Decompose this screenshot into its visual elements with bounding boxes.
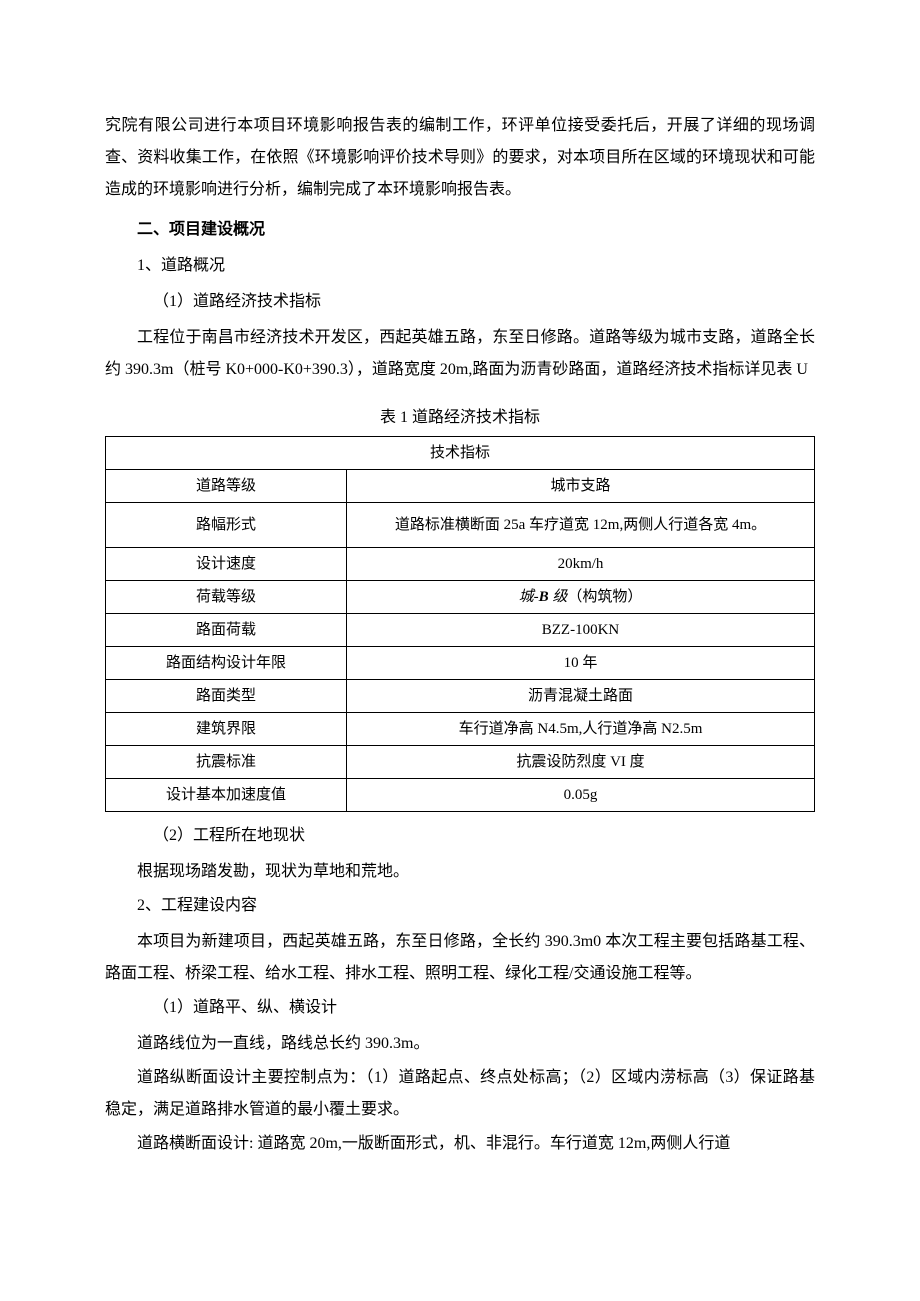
table-cell-value: BZZ-100KN (347, 614, 815, 647)
table-cell-value: 道路标准横断面 25a 车疗道宽 12m,两侧人行道各宽 4m。 (347, 503, 815, 548)
table-cell-value: 10 年 (347, 647, 815, 680)
sub-1-2: （2）工程所在地现状 (105, 820, 815, 852)
table-cell-label: 道路等级 (106, 470, 347, 503)
table-cell-value: 城市支路 (347, 470, 815, 503)
table-header-row: 技术指标 (106, 437, 815, 470)
table-cell-label: 建筑界限 (106, 713, 347, 746)
table-row: 路面荷载BZZ-100KN (106, 614, 815, 647)
table-cell-label: 路面类型 (106, 680, 347, 713)
table-cell-label: 路面荷载 (106, 614, 347, 647)
paragraph-road-desc: 工程位于南昌市经济技术开发区，西起英雄五路，东至日修路。道路等级为城市支路，道路… (105, 322, 815, 386)
paragraph-intro: 究院有限公司进行本项目环境影响报告表的编制工作，环评单位接受委托后，开展了详细的… (105, 110, 815, 206)
table-cell-value: 抗震设防烈度 VI 度 (347, 746, 815, 779)
table-row: 设计速度20km/h (106, 548, 815, 581)
table-row: 荷载等级城-B 级（构筑物） (106, 581, 815, 614)
paragraph-alignment: 道路线位为一直线，路线总长约 390.3m。 (105, 1028, 815, 1060)
table-cell-label: 路面结构设计年限 (106, 647, 347, 680)
table-cell-value: 0.05g (347, 779, 815, 812)
heading-section-2: 二、项目建设概况 (105, 214, 815, 246)
paragraph-cross-section: 道路横断面设计: 道路宽 20m,一版断面形式，机、非混行。车行道宽 12m,两… (105, 1128, 815, 1160)
table-row: 路面类型沥青混凝土路面 (106, 680, 815, 713)
table-header-cell: 技术指标 (106, 437, 815, 470)
table-row: 抗震标准抗震设防烈度 VI 度 (106, 746, 815, 779)
table-caption: 表 1 道路经济技术指标 (105, 402, 815, 434)
table-row: 建筑界限车行道净高 N4.5m,人行道净高 N2.5m (106, 713, 815, 746)
table-row: 路面结构设计年限10 年 (106, 647, 815, 680)
table-cell-label: 荷载等级 (106, 581, 347, 614)
table-cell-value: 城-B 级（构筑物） (347, 581, 815, 614)
table-cell-label: 设计基本加速度值 (106, 779, 347, 812)
sub-2-1: （1）道路平、纵、横设计 (105, 992, 815, 1024)
table-cell-label: 抗震标准 (106, 746, 347, 779)
table-cell-label: 设计速度 (106, 548, 347, 581)
paragraph-vertical: 道路纵断面设计主要控制点为：（1）道路起点、终点处标高；（2）区域内涝标高（3）… (105, 1062, 815, 1126)
table-cell-value: 沥青混凝土路面 (347, 680, 815, 713)
paragraph-site-status: 根据现场踏发勘，现状为草地和荒地。 (105, 856, 815, 888)
technical-indicators-table: 技术指标 道路等级城市支路路幅形式道路标准横断面 25a 车疗道宽 12m,两侧… (105, 436, 815, 812)
table-row: 设计基本加速度值0.05g (106, 779, 815, 812)
sub-1-road-overview: 1、道路概况 (105, 250, 815, 282)
sub-1-1: （1）道路经济技术指标 (105, 286, 815, 318)
table-row: 路幅形式道路标准横断面 25a 车疗道宽 12m,两侧人行道各宽 4m。 (106, 503, 815, 548)
table-row: 道路等级城市支路 (106, 470, 815, 503)
table-cell-value: 车行道净高 N4.5m,人行道净高 N2.5m (347, 713, 815, 746)
table-cell-label: 路幅形式 (106, 503, 347, 548)
paragraph-construction-content: 本项目为新建项目，西起英雄五路，东至日修路，全长约 390.3m0 本次工程主要… (105, 926, 815, 990)
table-cell-value: 20km/h (347, 548, 815, 581)
sub-2-construction: 2、工程建设内容 (105, 890, 815, 922)
